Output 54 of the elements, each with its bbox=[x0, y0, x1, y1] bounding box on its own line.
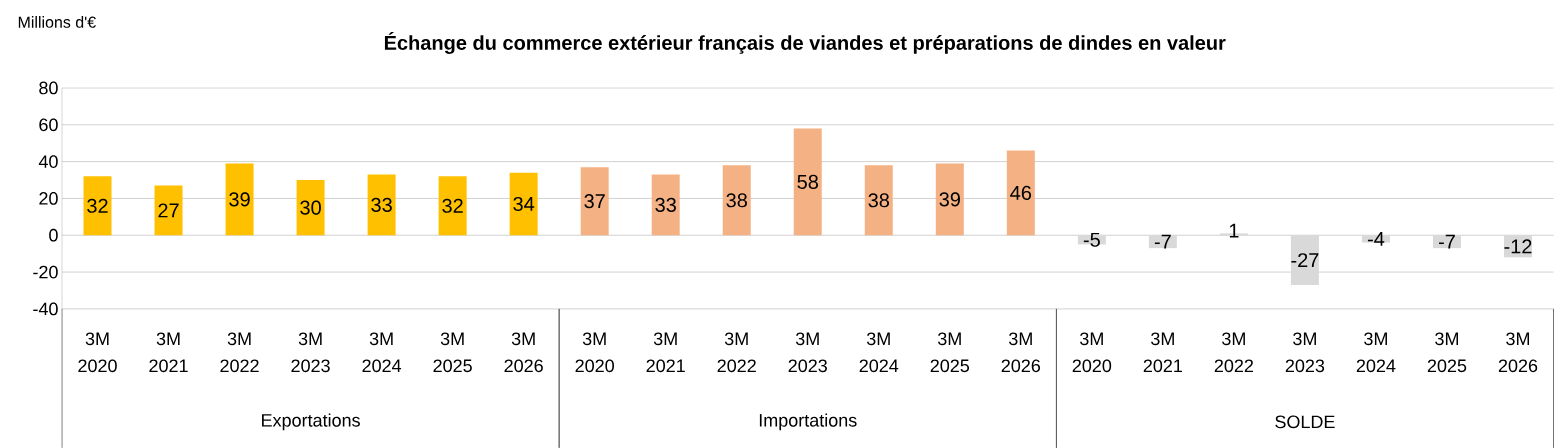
data-label: 32 bbox=[87, 198, 108, 213]
x-tick-label: 3M 2026 bbox=[504, 332, 543, 373]
data-label: 39 bbox=[229, 192, 250, 207]
x-tick-label: 3M 2020 bbox=[1072, 332, 1112, 373]
x-tick-label: 3M 2025 bbox=[1427, 332, 1467, 373]
x-tick-label: 3M 2024 bbox=[1356, 332, 1396, 373]
data-label: -7 bbox=[1438, 234, 1455, 249]
data-label: 32 bbox=[442, 198, 463, 213]
data-label: 27 bbox=[158, 203, 179, 218]
y-tick-label: 40 bbox=[38, 155, 58, 168]
data-label: 39 bbox=[939, 192, 960, 207]
data-label: -12 bbox=[1504, 239, 1532, 254]
x-tick-label: 3M 2021 bbox=[1143, 332, 1182, 373]
data-label: -5 bbox=[1083, 232, 1100, 247]
data-label: 38 bbox=[726, 193, 747, 208]
text: SOLDE bbox=[1275, 415, 1335, 429]
data-label: 34 bbox=[513, 196, 535, 211]
x-tick-label: 3M 2023 bbox=[291, 332, 330, 373]
data-label: -7 bbox=[1154, 234, 1171, 249]
x-tick-label: 3M 2021 bbox=[646, 332, 685, 373]
x-tick-label: 3M 2023 bbox=[788, 332, 827, 373]
y-tick-label: 0 bbox=[49, 228, 58, 242]
data-label: 58 bbox=[797, 174, 818, 189]
x-tick-label: 3M 2026 bbox=[1001, 332, 1041, 373]
x-tick-label: 3M 2024 bbox=[362, 332, 402, 373]
data-label: 46 bbox=[1010, 185, 1032, 200]
x-tick-label: 3M 2023 bbox=[1285, 332, 1325, 373]
y-tick-label: -40 bbox=[33, 302, 58, 316]
chart-title: Échange du commerce extérieur français de viandes et préparations de dindes en valeur bbox=[384, 31, 1226, 54]
data-label: 30 bbox=[300, 200, 321, 215]
text: Importations bbox=[759, 413, 857, 431]
y-axis-title: Millions d'€ bbox=[18, 15, 96, 28]
text: Exportations bbox=[262, 413, 360, 431]
y-tick-label: -20 bbox=[33, 265, 58, 279]
x-tick-label: 3M 2025 bbox=[930, 332, 970, 373]
data-label: 38 bbox=[868, 193, 890, 208]
y-tick-label: 20 bbox=[39, 191, 58, 205]
x-tick-label: 3M 2021 bbox=[149, 332, 188, 373]
data-label: -4 bbox=[1367, 231, 1385, 246]
data-label: 1 bbox=[1229, 223, 1239, 238]
x-tick-label: 3M 2022 bbox=[717, 332, 756, 373]
data-label: 37 bbox=[584, 193, 605, 209]
x-tick-label: 3M 2024 bbox=[859, 332, 899, 373]
data-label: -27 bbox=[1291, 253, 1319, 267]
data-label: 33 bbox=[655, 197, 676, 212]
x-tick-label: 3M 2026 bbox=[1498, 332, 1538, 373]
x-tick-label: 3M 2022 bbox=[220, 332, 259, 373]
x-tick-label: 3M 2020 bbox=[78, 332, 117, 373]
x-tick-label: 3M 2025 bbox=[433, 332, 472, 373]
y-tick-label: 60 bbox=[39, 118, 58, 132]
y-tick-label: 80 bbox=[39, 81, 58, 95]
data-label: 33 bbox=[371, 197, 392, 212]
x-tick-label: 3M 2022 bbox=[1214, 332, 1253, 373]
x-tick-label: 3M 2020 bbox=[575, 332, 614, 373]
